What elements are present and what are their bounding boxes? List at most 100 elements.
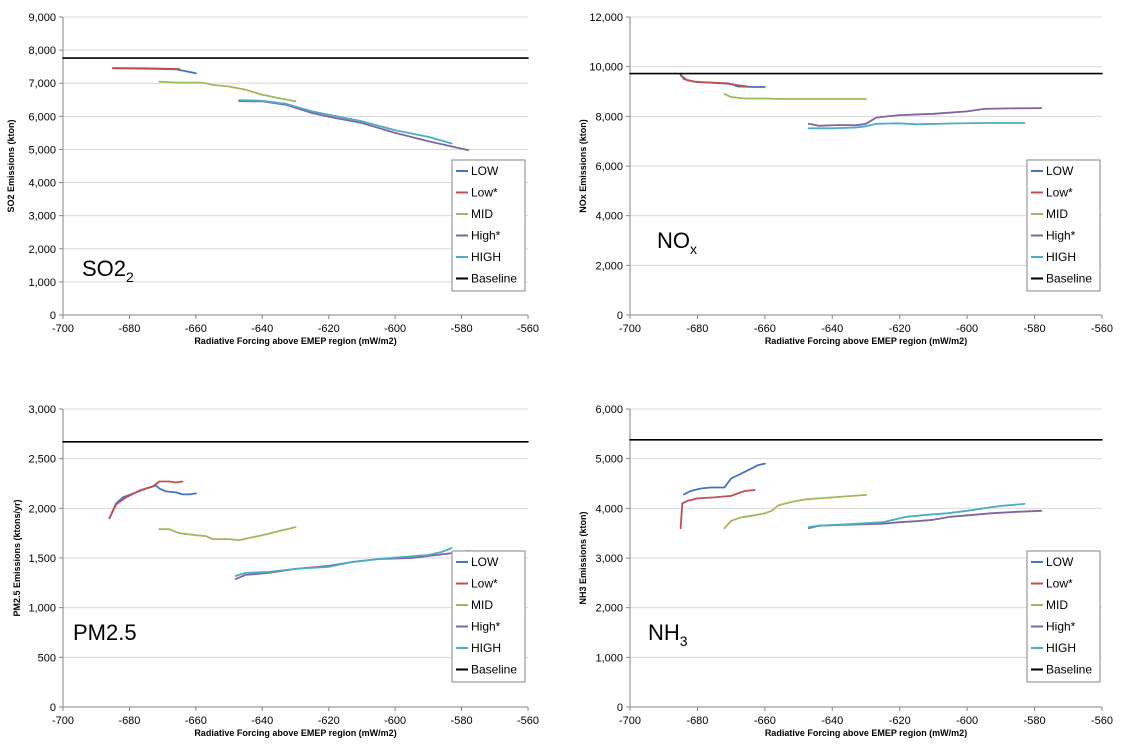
- series-line-mid: [158, 526, 297, 541]
- x-tick-label: -660: [754, 715, 776, 727]
- x-tick-label: -580: [1024, 323, 1046, 335]
- chart-panel-0: 0 1,000 2,000 3,000 4,000 5,000 6,000 7,000 8,00…: [6, 12, 539, 346]
- legend-entry: MID: [1046, 207, 1068, 221]
- pollutant-annotation: SO22: [82, 256, 134, 285]
- x-tick-label: -620: [889, 715, 911, 727]
- x-tick-label: -660: [185, 715, 207, 727]
- legend-entry: MID: [471, 598, 493, 612]
- series-line-high: [807, 502, 1026, 529]
- x-tick-label: -700: [52, 715, 74, 727]
- y-tick-label: 2,000: [595, 260, 623, 272]
- x-tick-label: -680: [118, 715, 140, 727]
- y-tick-label: 2,000: [595, 603, 623, 615]
- y-axis-label: PM2.5 Emissions (ktons/yr): [12, 499, 22, 616]
- x-tick-label: -560: [517, 323, 539, 335]
- x-tick-label: -600: [384, 323, 406, 335]
- y-tick-label: 2,000: [28, 244, 56, 256]
- legend-box: [451, 159, 526, 292]
- legend-entry: Low*: [1046, 577, 1073, 591]
- series-line-low: [683, 462, 766, 496]
- legend-box: [451, 550, 526, 683]
- y-tick-label: 5,000: [28, 144, 56, 156]
- x-tick-label: -640: [251, 715, 273, 727]
- y-tick-label: 0: [50, 310, 56, 322]
- pollutant-annotation: NOx: [657, 228, 697, 257]
- y-axis-label: NOx Emissions (kton): [578, 119, 588, 213]
- y-tick-label: 3,000: [28, 211, 56, 223]
- y-tick-label: 0: [617, 702, 623, 714]
- y-tick-label: 3,000: [595, 553, 623, 565]
- series-line-low-star: [108, 480, 184, 520]
- y-tick-label: 10,000: [589, 62, 623, 74]
- y-tick-label: 0: [50, 702, 56, 714]
- x-axis-label: Radiative Forcing above EMEP region (mW/…: [765, 336, 967, 346]
- legend: LOW Low* MID High* HIGH Baseline: [1026, 550, 1101, 683]
- x-tick-label: -700: [619, 323, 641, 335]
- x-tick-label: -560: [1091, 715, 1113, 727]
- legend-entry: LOW: [1046, 164, 1074, 178]
- pollutant-annotation: NH3: [648, 620, 688, 649]
- series-line-low-star: [679, 489, 756, 530]
- legend-entry: HIGH: [471, 641, 501, 655]
- y-tick-label: 3,000: [28, 404, 56, 416]
- legend-entry: High*: [471, 620, 501, 634]
- y-tick-label: 4,000: [595, 211, 623, 223]
- chart-panel-3: 0 1,000 2,000 3,000 4,000 5,000 6,000 -700 -680 -…: [578, 404, 1113, 738]
- y-tick-label: 6,000: [595, 404, 623, 416]
- chart-panel-2: 0 500 1,000 1,500 2,000 2,500 3,000 -700 -680 -66…: [12, 404, 539, 738]
- legend-entry: Low*: [471, 577, 498, 591]
- x-tick-label: -580: [451, 323, 473, 335]
- y-tick-label: 2,500: [28, 454, 56, 466]
- legend-entry: LOW: [471, 164, 499, 178]
- x-tick-label: -640: [251, 323, 273, 335]
- y-tick-label: 9,000: [28, 12, 56, 24]
- x-tick-label: -680: [118, 323, 140, 335]
- series-line-mid: [158, 80, 297, 103]
- legend-entry: Low*: [1046, 186, 1073, 200]
- x-tick-label: -600: [956, 323, 978, 335]
- y-tick-label: 1,500: [28, 553, 56, 565]
- legend-entry: Baseline: [1046, 663, 1092, 677]
- chart-panel-1: 0 2,000 4,000 6,000 8,000 10,000 12,000 -700 -68…: [578, 12, 1113, 346]
- x-tick-label: -620: [318, 323, 340, 335]
- pollutant-annotation: PM2.5: [73, 620, 137, 645]
- y-tick-label: 6,000: [595, 161, 623, 173]
- series-line-mid: [723, 493, 867, 530]
- x-tick-label: -680: [686, 323, 708, 335]
- series-line-low: [108, 484, 197, 520]
- series-line-high: [234, 547, 453, 577]
- y-tick-label: 5,000: [595, 454, 623, 466]
- y-tick-label: 1,000: [28, 603, 56, 615]
- y-tick-label: 6,000: [28, 111, 56, 123]
- x-tick-label: -580: [451, 715, 473, 727]
- y-tick-label: 4,000: [28, 178, 56, 190]
- legend-entry: High*: [1046, 620, 1076, 634]
- legend: LOW Low* MID High* HIGH Baseline: [451, 550, 526, 683]
- x-tick-label: -640: [821, 323, 843, 335]
- legend-entry: LOW: [1046, 555, 1074, 569]
- y-tick-label: 0: [617, 310, 623, 322]
- legend-entry: MID: [1046, 598, 1068, 612]
- legend-entry: LOW: [471, 555, 499, 569]
- x-tick-label: -560: [1091, 323, 1113, 335]
- y-tick-label: 8,000: [28, 45, 56, 57]
- series-line-low-star: [679, 73, 749, 88]
- x-axis-label: Radiative Forcing above EMEP region (mW/…: [194, 728, 396, 738]
- series-line-high-star: [807, 107, 1043, 127]
- x-tick-label: -620: [318, 715, 340, 727]
- x-tick-label: -700: [619, 715, 641, 727]
- y-tick-label: 2,000: [28, 503, 56, 515]
- x-tick-label: -640: [821, 715, 843, 727]
- y-axis-label: SO2 Emissions (kton): [6, 119, 16, 212]
- x-tick-label: -580: [1024, 715, 1046, 727]
- legend-box: [1026, 550, 1101, 683]
- legend-box: [1026, 159, 1101, 292]
- series-line-high-star: [234, 550, 470, 580]
- x-axis-label: Radiative Forcing above EMEP region (mW/…: [194, 336, 396, 346]
- x-tick-label: -680: [686, 715, 708, 727]
- y-tick-label: 7,000: [28, 78, 56, 90]
- x-tick-label: -620: [889, 323, 911, 335]
- legend-entry: Baseline: [471, 663, 517, 677]
- series-line-low-star: [111, 67, 181, 70]
